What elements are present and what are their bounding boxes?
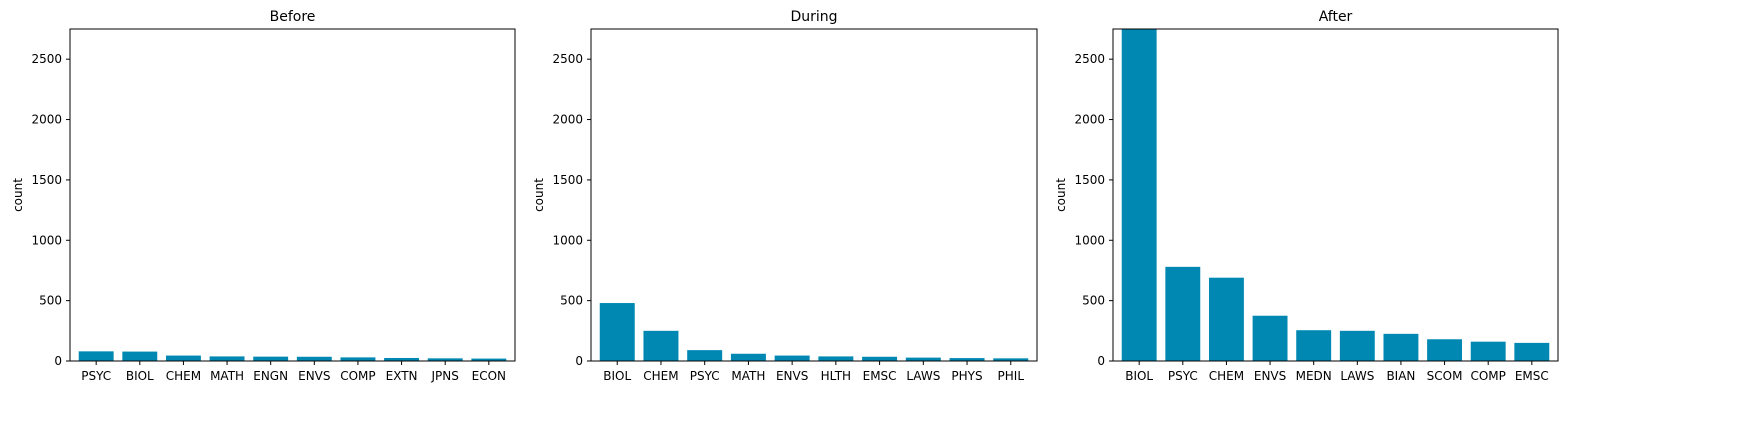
x-tick-label: BIOL	[603, 369, 631, 383]
bar	[78, 351, 114, 361]
bar	[643, 330, 679, 361]
y-tick-label: 1500	[1074, 173, 1105, 187]
x-tick-label: EMSC	[1515, 369, 1549, 383]
x-tick-label: SCOM	[1427, 369, 1463, 383]
x-tick-label: COMP	[340, 369, 375, 383]
x-tick-label: ENVS	[298, 369, 330, 383]
x-tick-label: CHEM	[1209, 369, 1244, 383]
bar	[993, 358, 1029, 361]
bar	[1296, 330, 1332, 361]
x-tick-label: BIAN	[1386, 369, 1415, 383]
x-tick-label: ENVS	[776, 369, 808, 383]
bar	[599, 303, 635, 361]
x-tick-label: BIOL	[1125, 369, 1153, 383]
bar	[862, 356, 898, 361]
y-axis-label: count	[11, 178, 25, 212]
bar	[122, 351, 158, 361]
bar	[471, 358, 507, 361]
x-tick-label: ENVS	[1254, 369, 1286, 383]
x-tick-label: MATH	[731, 369, 765, 383]
bar	[1208, 277, 1244, 361]
bar	[340, 357, 376, 361]
plot-frame	[1112, 28, 1559, 362]
x-tick-label: COMP	[1470, 369, 1505, 383]
bar	[818, 356, 854, 361]
bar	[427, 358, 463, 361]
bar	[384, 357, 420, 361]
y-tick-label: 2000	[552, 113, 583, 127]
plot-frame	[69, 28, 516, 362]
bar	[1383, 333, 1419, 361]
x-tick-label: ENGN	[253, 369, 288, 383]
plot-frame	[590, 28, 1038, 362]
y-tick-label: 500	[1082, 294, 1105, 308]
y-tick-label: 2500	[31, 52, 62, 66]
x-tick-label: MATH	[210, 369, 244, 383]
chart-title: After	[1319, 9, 1353, 25]
bar	[1514, 342, 1550, 361]
x-tick-label: PHIL	[998, 369, 1025, 383]
x-tick-label: PSYC	[1168, 369, 1198, 383]
x-tick-label: MEDN	[1296, 369, 1332, 383]
chart-panel-2: During count 0 500 1000 1500 2000 2500 BIOL CHEM P…	[532, 9, 1038, 383]
y-tick-label: 0	[54, 354, 62, 368]
y-tick-label: 2000	[1074, 113, 1105, 127]
y-tick-label: 1000	[552, 233, 583, 247]
bar	[1121, 29, 1157, 361]
x-tick-label: CHEM	[166, 369, 201, 383]
bar	[949, 358, 985, 361]
bar	[296, 356, 332, 361]
y-tick-label: 1000	[1074, 233, 1105, 247]
bar	[209, 356, 245, 361]
bar	[687, 350, 723, 361]
bar	[774, 355, 810, 361]
x-tick-label: JPNS	[431, 369, 459, 383]
x-tick-label: EXTN	[386, 369, 418, 383]
x-tick-label: LAWS	[1340, 369, 1374, 383]
bar	[1165, 266, 1201, 361]
bar	[1470, 341, 1506, 361]
bar	[1252, 315, 1288, 361]
y-tick-label: 2500	[552, 52, 583, 66]
y-tick-label: 0	[1097, 354, 1105, 368]
chart-panel-3: After count 0 500 1000 1500 2000 2500 BIOL PSYC CH…	[1054, 9, 1559, 383]
y-tick-label: 500	[560, 294, 583, 308]
chart-panel-1: Before count 0 500 1000 1500 2000 2500 PSYC BIOL C…	[11, 9, 516, 383]
chart-title: Before	[270, 9, 316, 25]
bar	[1339, 330, 1375, 361]
y-tick-label: 1000	[31, 233, 62, 247]
y-tick-label: 2500	[1074, 52, 1105, 66]
y-tick-label: 1500	[552, 173, 583, 187]
x-tick-label: LAWS	[906, 369, 940, 383]
bar	[165, 355, 201, 361]
x-tick-label: ECON	[472, 369, 506, 383]
bar	[730, 353, 766, 361]
bar	[1427, 339, 1463, 361]
y-axis-label: count	[532, 178, 546, 212]
bar	[905, 357, 941, 361]
x-tick-label: CHEM	[643, 369, 678, 383]
x-tick-label: BIOL	[126, 369, 154, 383]
y-tick-label: 2000	[31, 113, 62, 127]
y-tick-label: 500	[39, 294, 62, 308]
x-tick-label: HLTH	[821, 369, 851, 383]
x-tick-label: PSYC	[690, 369, 720, 383]
x-tick-label: EMSC	[863, 369, 897, 383]
y-axis-label: count	[1054, 178, 1068, 212]
y-tick-label: 1500	[31, 173, 62, 187]
x-tick-label: PHYS	[951, 369, 982, 383]
chart-title: During	[790, 9, 837, 25]
bar	[253, 356, 289, 361]
x-tick-label: PSYC	[81, 369, 111, 383]
y-tick-label: 0	[575, 354, 583, 368]
